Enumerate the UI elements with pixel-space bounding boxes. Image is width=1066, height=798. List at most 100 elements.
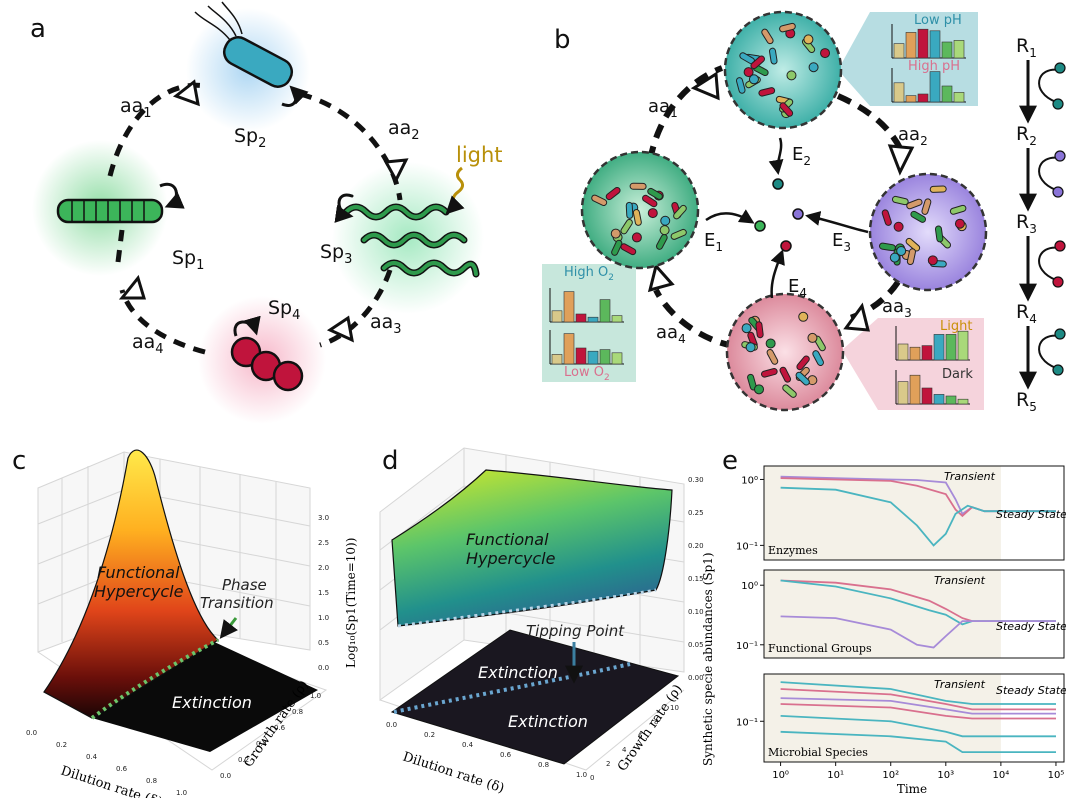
c-ytick: 0.6 [274, 724, 286, 732]
c-ytick: 1.0 [310, 692, 321, 700]
d-ztick: 0.25 [688, 509, 704, 517]
c-ztick: 2.5 [318, 539, 329, 547]
label-sp2: Sp2 [234, 125, 266, 151]
label-b-aa3: aa3 [882, 296, 912, 320]
e-series-2-3 [780, 703, 1056, 720]
panel-c: Functional Hypercycle Extinction Phase Tra… [26, 449, 358, 798]
e-xtick-label: 10¹ [827, 770, 844, 781]
e-transient-shade [764, 570, 1001, 658]
microbe-rod [905, 237, 921, 252]
e-xtick-label: 10⁰ [772, 770, 789, 781]
bar-low_o2-3 [587, 350, 599, 365]
panel-label-b: b [554, 25, 571, 55]
microbe-coccus [954, 218, 965, 229]
c-phase-boundary [90, 638, 219, 720]
microbe-coccus [743, 67, 754, 78]
c-ytick: 0.8 [292, 708, 303, 716]
e-subplot-name: Functional Groups [768, 642, 872, 655]
microbe-rod [670, 228, 687, 240]
d-ytick: 2 [606, 760, 610, 768]
c-ztick: 0.5 [318, 639, 329, 647]
e-frame [763, 673, 1065, 763]
microbe-rod [881, 209, 892, 226]
c-extinction-region [92, 640, 318, 752]
label-r2: R2 [1016, 123, 1037, 148]
label-sp3: Sp3 [320, 241, 352, 267]
panel-d: Functional Hypercycle Extinction Extincti… [379, 447, 704, 797]
microbe-rod [779, 366, 792, 383]
microbe-rod [758, 87, 776, 97]
microbe-rod [929, 185, 947, 193]
e-ylabel: Synthetic specie abundances (Sp1) [701, 552, 715, 766]
bubble-contents [591, 22, 967, 398]
microbe-rod [632, 209, 642, 226]
microbe-coccus [631, 232, 642, 243]
microbe-rod [647, 187, 663, 200]
microbe-rod [750, 55, 765, 70]
light-label: light [456, 143, 503, 167]
microbe-rod [921, 198, 932, 215]
bar-light-2 [921, 345, 933, 361]
microbe-rod [796, 355, 810, 371]
c-zlabel: Log₁₀(Sp1(Time=10)) [344, 538, 358, 668]
bar-dark-3 [933, 394, 945, 405]
label-high-ph: High pH [908, 59, 960, 74]
bar-high_o2-4 [599, 299, 611, 323]
d-annotation-tipping: Tipping Point [526, 622, 625, 640]
bar-high_ph-2 [917, 93, 929, 103]
microbe-rod [812, 350, 824, 367]
panel-label-e: e [722, 446, 738, 476]
d-xlabel: Dilution rate (δ) [401, 750, 506, 797]
bar-dark-2 [921, 387, 933, 405]
d-xtick: 0.8 [538, 761, 549, 769]
bar-high_ph-5 [953, 92, 965, 103]
label-r3: R3 [1016, 211, 1037, 236]
d-upper-boundary [397, 588, 657, 628]
c-xtick: 0.8 [146, 777, 157, 785]
e-series-1-2 [780, 615, 1056, 649]
e-annotation-steady: Steady State [996, 508, 1066, 521]
microbe-rod [642, 194, 658, 208]
microbe-rod [768, 47, 778, 65]
arrowhead-aa1 [172, 79, 200, 107]
c-region-extinction: Extinction [172, 693, 252, 712]
bar-low_ph-2 [917, 28, 929, 59]
label-r5: R5 [1016, 389, 1037, 414]
microbe-coccus [610, 228, 621, 239]
community-bubble-3 [868, 172, 988, 292]
bar-high_o2-0 [551, 310, 563, 323]
microbe-rod [910, 210, 927, 223]
label-e4: E4 [788, 276, 807, 300]
bar-low_o2-2 [575, 347, 587, 365]
reaction-chain: R1 R2 R3 R4 R5 [1016, 35, 1066, 414]
label-high-o2: High O2 [564, 265, 614, 283]
c-hypercycle-surface [43, 449, 219, 719]
e-xtick-label: 10³ [937, 770, 954, 781]
e-ytick-label: 10⁻¹ [736, 641, 758, 652]
e-annotation-transient: Transient [944, 470, 996, 483]
microbe-rod [605, 186, 621, 201]
microbe-rod [934, 225, 944, 243]
e-annotation-transient: Transient [934, 574, 986, 587]
ph-callout-bg [838, 12, 978, 106]
microbe-coccus [896, 245, 907, 256]
e-frame [763, 465, 1065, 561]
bar-high_ph-1 [905, 95, 917, 103]
sp4-cocci-icon [230, 315, 304, 392]
e-series-2-5 [780, 730, 1056, 753]
bar-light-5 [957, 330, 969, 361]
e-xlabel: Time [897, 782, 927, 796]
bar-low_o2-4 [599, 349, 611, 365]
bar-low_o2-1 [563, 333, 575, 365]
d-extinction-floor [390, 629, 680, 765]
c-ytick: 0.4 [256, 740, 268, 748]
bar-high_ph-3 [929, 71, 941, 103]
microbe-rod [761, 28, 774, 45]
d-xtick: 0.0 [386, 721, 397, 729]
panel-label-a: a [30, 14, 46, 44]
label-light: Light [940, 319, 972, 334]
arrowhead-aa2 [383, 158, 409, 184]
label-b-aa4: aa4 [656, 322, 686, 346]
